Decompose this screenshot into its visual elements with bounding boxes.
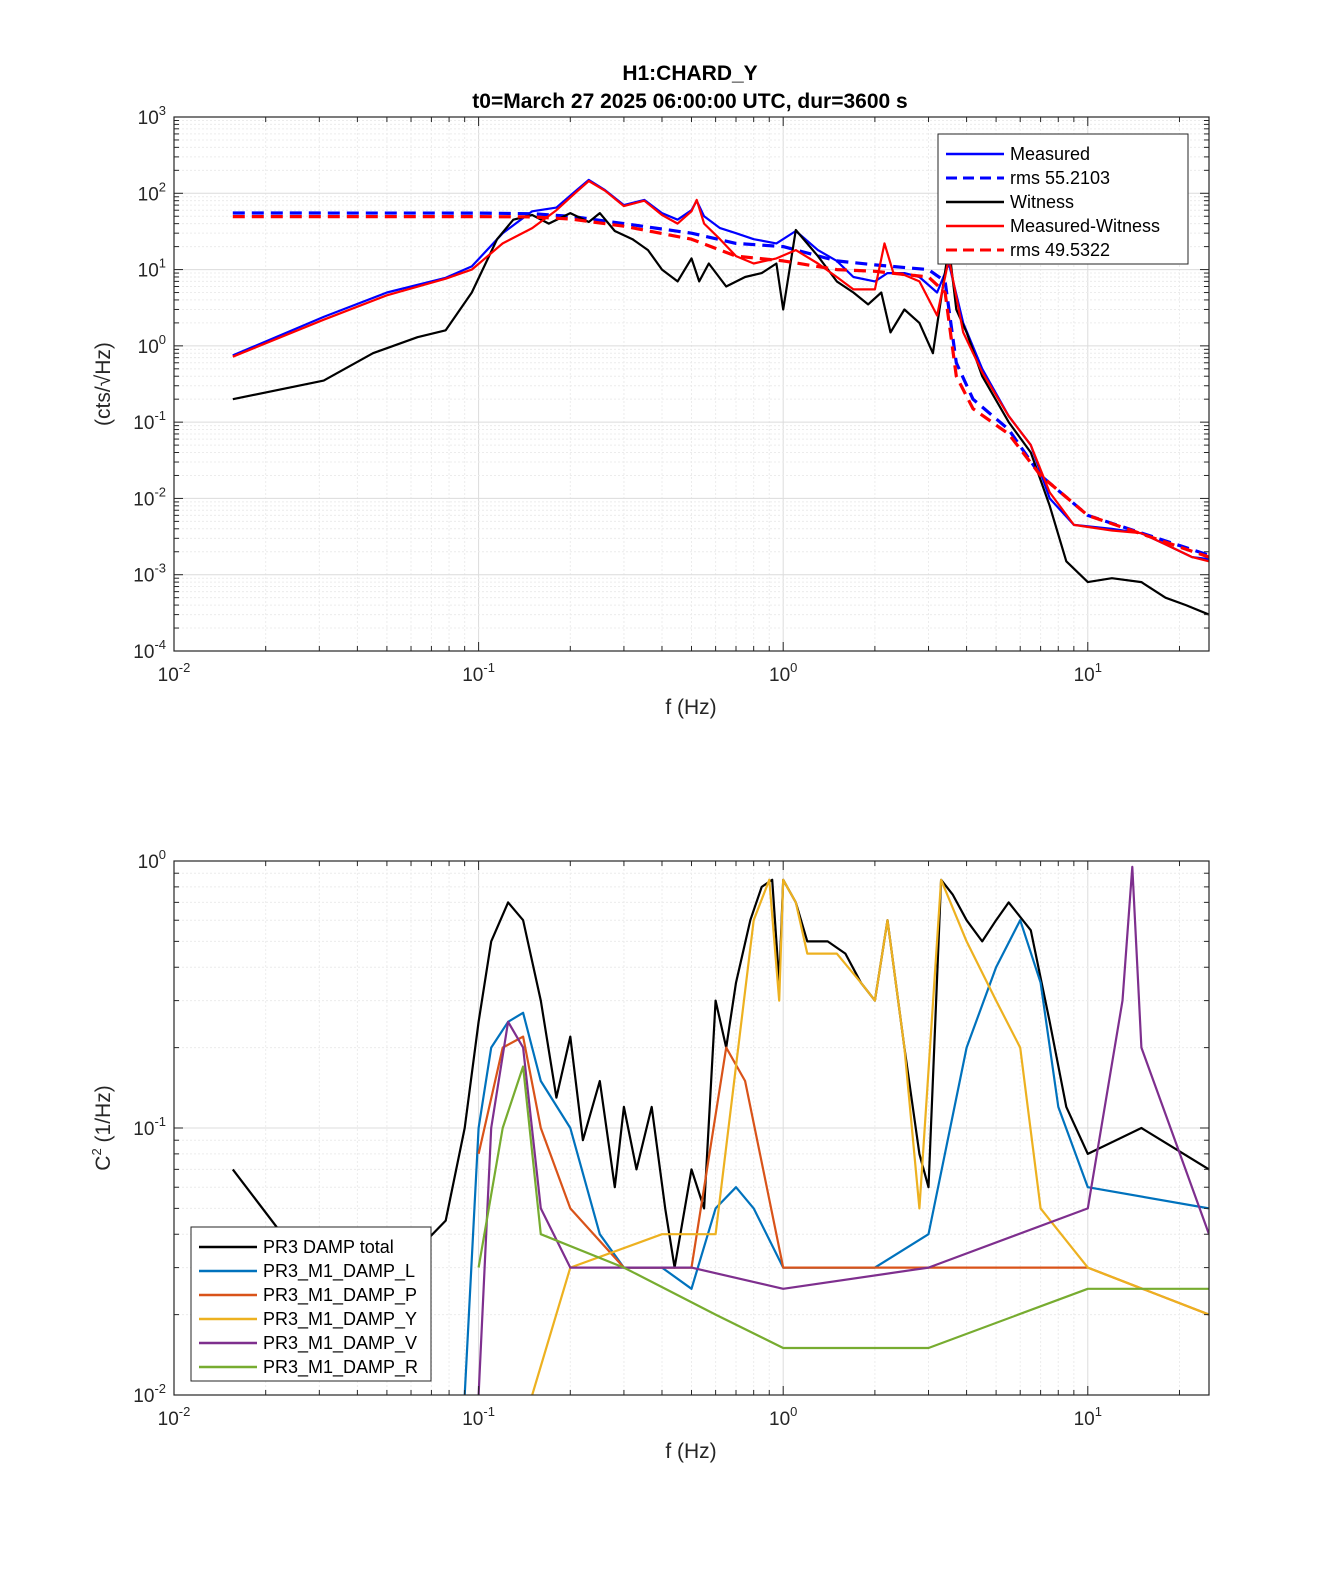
series-line-3	[232, 179, 1209, 563]
series-line-5	[477, 1065, 1209, 1350]
y-tick-label: 100	[138, 332, 166, 358]
x-tick-label: 101	[1074, 660, 1102, 686]
series-line-4	[477, 865, 1209, 1395]
series-line-4	[232, 215, 1209, 559]
y-tick-label: 101	[138, 256, 166, 282]
x-tick-label: 10-1	[462, 1404, 495, 1430]
series-line-0	[231, 878, 1209, 1290]
axis-ticks: 10-2 10-1 100 101 100 10-1 10-2	[133, 847, 1209, 1430]
y-tick-label: 10-1	[133, 408, 166, 434]
legend-label: PR3_M1_DAMP_L	[263, 1261, 415, 1282]
legend-box	[937, 133, 1189, 265]
x-tick-label: 10-2	[158, 660, 191, 686]
legend-label: PR3 DAMP total	[263, 1237, 394, 1257]
legend-label: rms 49.5322	[1010, 240, 1110, 260]
y-tick-label: 100	[138, 847, 166, 873]
legend-label: rms 55.2103	[1010, 168, 1110, 188]
series-line-1	[463, 919, 1209, 1395]
y-tick-label: 10-1	[133, 1114, 166, 1140]
x-tick-label: 100	[769, 660, 797, 686]
legend-label: Measured	[1010, 144, 1090, 164]
legend-label: Measured-Witness	[1010, 216, 1160, 236]
series-line-2	[232, 212, 1209, 616]
coherence-chart: 10-2 10-1 100 101 100 10-1 10-2 f (Hz) C2 (1/H…	[89, 847, 1210, 1463]
y-tick-label: 10-4	[133, 637, 166, 663]
x-axis-label: f (Hz)	[665, 1440, 716, 1463]
chart-title: H1:CHARD_Y	[622, 62, 757, 85]
legend-box	[190, 1226, 432, 1382]
legend: PR3 DAMP total PR3_M1_DAMP_L PR3_M1_DAMP_P…	[190, 1226, 432, 1382]
y-tick-label: 103	[138, 103, 166, 129]
y-tick-label: 10-3	[133, 561, 166, 587]
legend-label: PR3_M1_DAMP_Y	[263, 1309, 417, 1330]
x-tick-label: 10-2	[158, 1404, 191, 1430]
legend-label: PR3_M1_DAMP_R	[263, 1357, 418, 1378]
y-axis-label: (cts/√Hz)	[92, 342, 115, 426]
y-tick-label: 10-2	[133, 1381, 166, 1407]
psd-chart: H1:CHARD_Y t0=March 27 2025 06:00:00 UTC…	[92, 62, 1210, 719]
legend-label: PR3_M1_DAMP_P	[263, 1285, 417, 1306]
x-tick-label: 100	[769, 1404, 797, 1430]
axis-ticks: 10-2 10-1 100 101 103 102 101 100 10-1 10-2 10-3 10…	[133, 103, 1209, 686]
plot-lines	[232, 178, 1209, 616]
y-axis-label: C2 (1/Hz)	[89, 1085, 115, 1170]
plot-lines	[231, 865, 1209, 1395]
y-tick-label: 102	[138, 179, 166, 205]
chart-subtitle: t0=March 27 2025 06:00:00 UTC, dur=3600 …	[472, 90, 907, 113]
x-tick-label: 10-1	[462, 660, 495, 686]
legend: Measured rms 55.2103 Witness Measured-Witne…	[937, 133, 1189, 265]
x-tick-label: 101	[1074, 1404, 1102, 1430]
legend-label: Witness	[1010, 192, 1074, 212]
y-tick-label: 10-2	[133, 484, 166, 510]
series-line-3	[531, 878, 1209, 1395]
x-axis-label: f (Hz)	[665, 696, 716, 719]
legend-label: PR3_M1_DAMP_V	[263, 1333, 417, 1354]
grid	[173, 117, 1209, 652]
